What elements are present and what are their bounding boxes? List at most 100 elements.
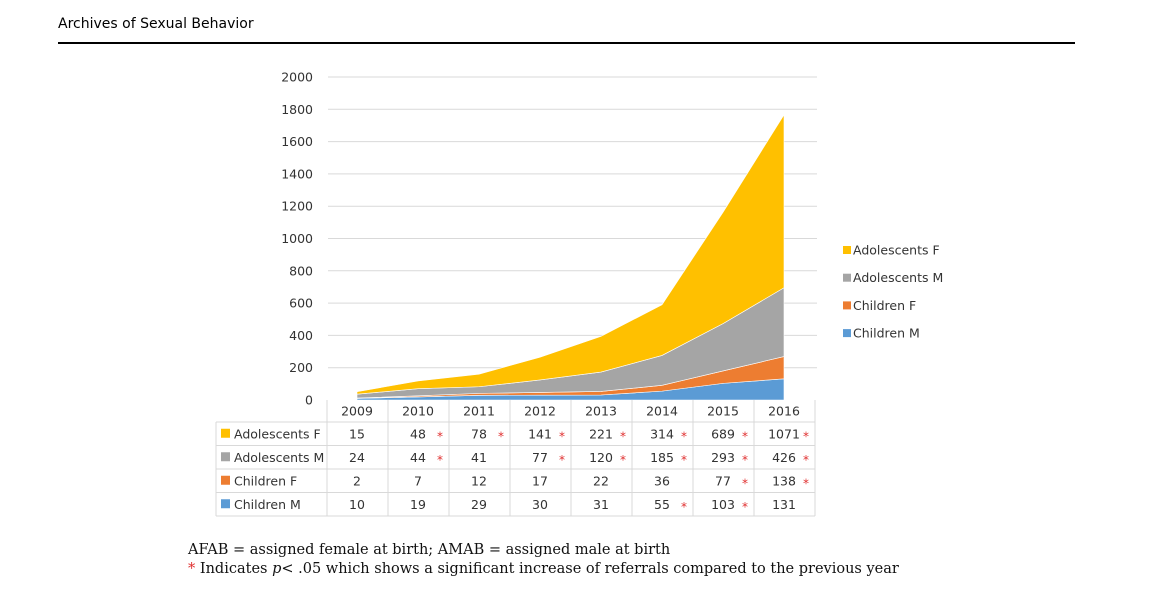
gridlines (328, 76, 817, 369)
legend-swatch (843, 273, 851, 282)
significance-star: * (742, 500, 748, 514)
table-row-swatch (221, 499, 230, 509)
significance-star: * (681, 500, 687, 514)
significance-star: * (620, 429, 626, 443)
table-cell-value: 131 (772, 497, 796, 512)
legend-entry: Children M (853, 326, 920, 341)
table-row-swatch (221, 428, 230, 438)
table-cell-value: 36 (654, 473, 670, 488)
significance-star: * (742, 453, 748, 467)
table-row-label: Children F (234, 473, 297, 488)
legend-swatch (843, 301, 851, 310)
table-cell-value: 426 (772, 450, 796, 465)
table-cell-value: 138 (772, 473, 796, 488)
y-tick-label: 400 (289, 328, 313, 343)
data-table: 2009 2010 2011 2012 2013 2014 2015 2016 Adolesce… (215, 400, 816, 517)
significance-star: * (803, 453, 809, 467)
y-tick-label: 200 (289, 360, 313, 375)
table-row-label: Children M (234, 497, 301, 512)
y-tick-label: 1600 (281, 134, 313, 149)
footnote-abbreviations: AFAB = assigned female at birth; AMAB = … (188, 542, 671, 558)
y-tick-label: 1000 (281, 231, 313, 246)
table-cell-value: 141 (528, 426, 552, 441)
table-cell-value: 7 (414, 473, 422, 488)
x-tick-label: 2011 (463, 404, 495, 419)
footnote-significance: * Indicates p< .05 which shows a signifi… (188, 560, 899, 579)
table-cell-value: 293 (711, 450, 735, 465)
y-tick-label: 600 (289, 296, 313, 311)
footnote-rest: < .05 which shows a significant increase… (281, 561, 899, 577)
table-cell-value: 29 (471, 497, 487, 512)
table-cell-value: 30 (532, 497, 548, 512)
table-cell-value: 314 (650, 426, 674, 441)
table-row-swatch (221, 452, 230, 462)
significance-star: * (559, 453, 565, 467)
table-cell-value: 19 (410, 497, 426, 512)
table-cell-value: 77 (532, 450, 548, 465)
y-tick-label: 1400 (281, 166, 313, 181)
footnote-star: * (188, 561, 196, 577)
significance-star: * (681, 429, 687, 443)
table-row-label: Adolescents F (234, 426, 321, 441)
significance-star: * (437, 453, 443, 467)
table-row-swatch (221, 475, 230, 485)
legend-entry: Adolescents F (853, 243, 940, 258)
area-series (356, 113, 785, 401)
significance-star: * (498, 429, 504, 443)
table-cell-value: 55 (654, 497, 670, 512)
table-cell-value: 1071 (768, 426, 800, 441)
table-cell-value: 77 (715, 473, 731, 488)
significance-star: * (742, 476, 748, 490)
significance-star: * (559, 429, 565, 443)
significance-star: * (803, 476, 809, 490)
table-cell-value: 2 (353, 473, 361, 488)
table-cell-value: 10 (349, 497, 365, 512)
legend-entry: Adolescents M (853, 270, 943, 285)
x-tick-label: 2013 (585, 404, 617, 419)
footnote-indicates: Indicates (195, 561, 273, 577)
table-cell-value: 185 (650, 450, 674, 465)
table-cell-value: 12 (471, 473, 487, 488)
table-cell-value: 41 (471, 450, 487, 465)
journal-title: Archives of Sexual Behavior (58, 16, 254, 32)
legend-swatch (843, 329, 851, 338)
x-tick-label: 2009 (341, 404, 373, 419)
table-cell-value: 103 (711, 497, 735, 512)
table-cell-value: 44 (410, 450, 426, 465)
y-tick-label: 0 (305, 393, 313, 408)
significance-star: * (437, 429, 443, 443)
table-cell-value: 24 (349, 450, 365, 465)
legend-entry: Children F (853, 298, 916, 313)
table-cell-value: 221 (589, 426, 613, 441)
significance-star: * (803, 429, 809, 443)
y-tick-label: 1800 (281, 102, 313, 117)
table-cell-value: 31 (593, 497, 609, 512)
table-row-label: Adolescents M (234, 450, 324, 465)
table-cell-value: 22 (593, 473, 609, 488)
x-tick-label: 2015 (707, 404, 739, 419)
y-tick-label: 2000 (281, 70, 313, 85)
x-tick-label: 2014 (646, 404, 678, 419)
legend-swatch (843, 246, 851, 254)
y-tick-label: 800 (289, 263, 313, 278)
table-cell-value: 78 (471, 426, 487, 441)
table-cell-value: 17 (532, 473, 548, 488)
footnotes: AFAB = assigned female at birth; AMAB = … (188, 541, 899, 579)
table-cell-value: 15 (349, 426, 365, 441)
footnote-p: p (272, 561, 282, 577)
table-cell-value: 48 (410, 426, 426, 441)
x-tick-label: 2010 (402, 404, 434, 419)
significance-star: * (742, 429, 748, 443)
significance-star: * (620, 453, 626, 467)
header-rule (58, 42, 1075, 44)
x-tick-label: 2016 (768, 404, 800, 419)
y-tick-label: 1200 (281, 199, 313, 214)
table-cell-value: 689 (711, 426, 735, 441)
significance-star: * (681, 453, 687, 467)
table-cell-value: 120 (589, 450, 613, 465)
area-adolescents-f (356, 113, 785, 395)
y-axis-ticks: 0 200 400 600 800 1000 1200 1400 1600 1800 2000 (281, 70, 313, 408)
legend: Adolescents F Adolescents M Children F Chil… (843, 243, 943, 341)
x-tick-label: 2012 (524, 404, 556, 419)
